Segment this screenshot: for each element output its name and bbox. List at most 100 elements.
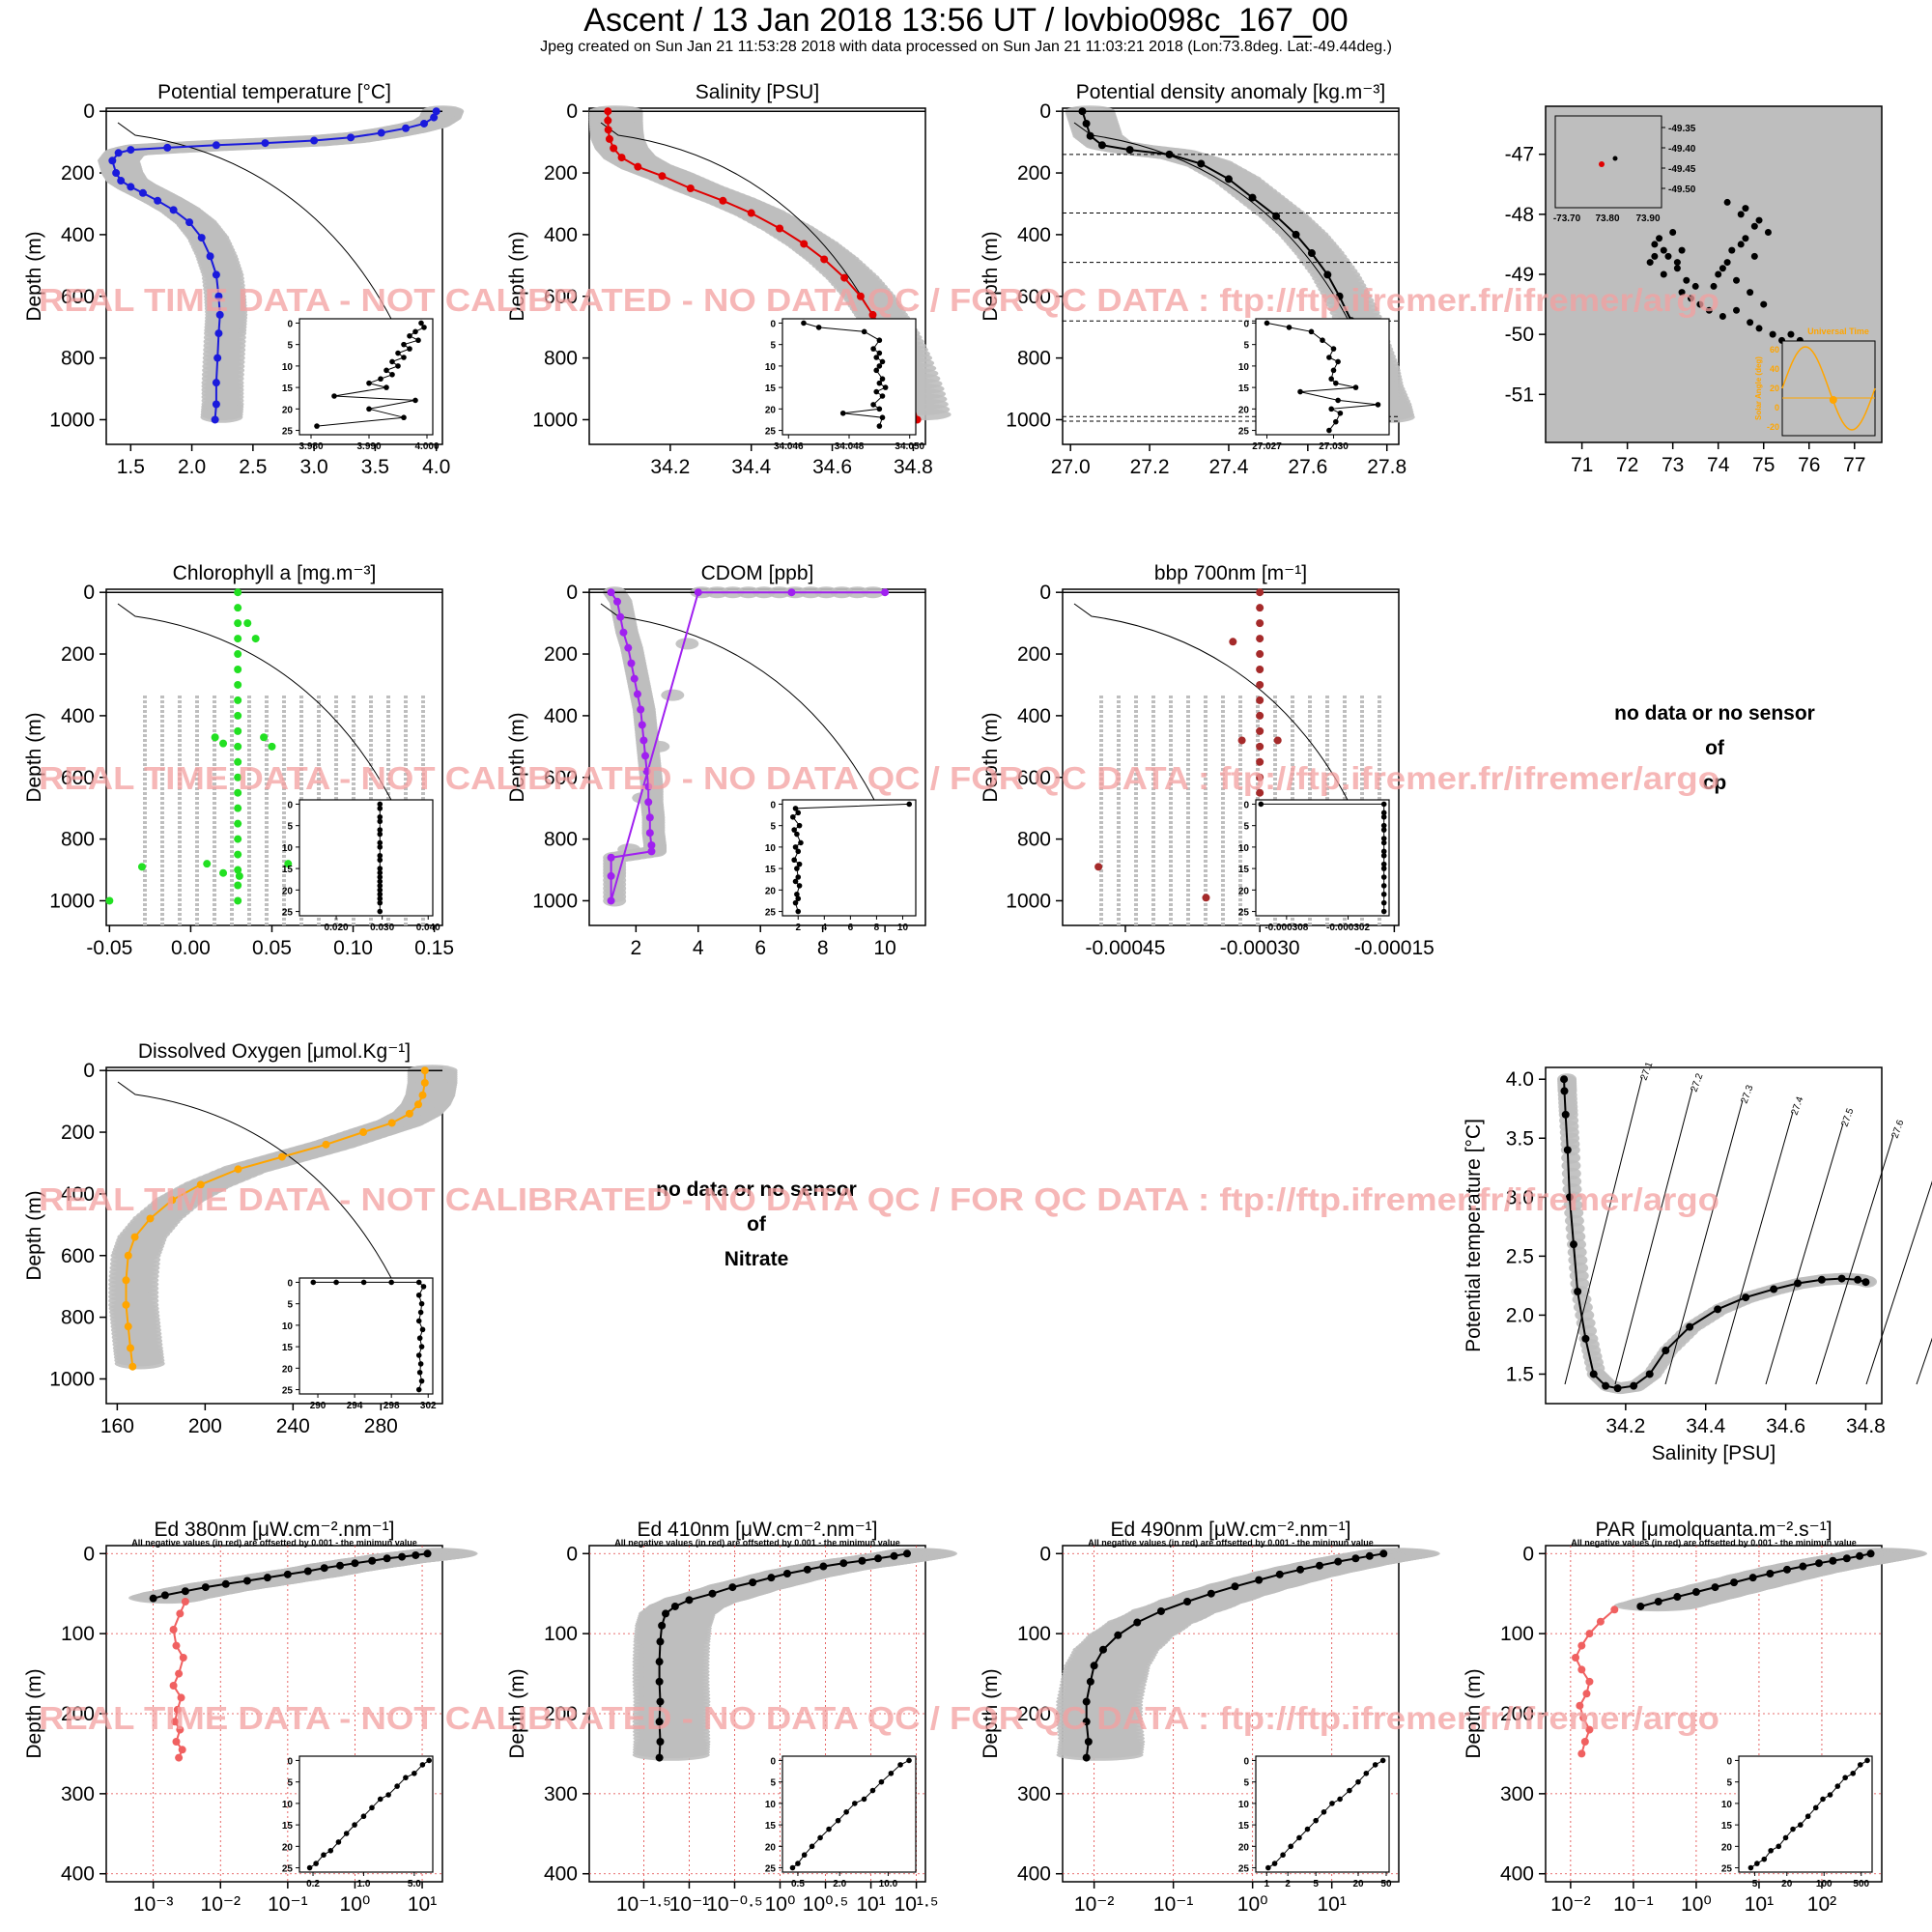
- inset-map-y-tick-label: -49.50: [1668, 185, 1696, 195]
- y-tick-label: 200: [61, 162, 95, 185]
- x-tick-label: 34.8: [1846, 1415, 1886, 1437]
- climatology-blob: [617, 843, 641, 856]
- data-point: [1248, 193, 1257, 202]
- inset-point: [417, 1361, 424, 1367]
- data-point: [1579, 1714, 1588, 1722]
- inset-point: [795, 1861, 801, 1866]
- data-point: [1585, 1725, 1594, 1734]
- inset-y-tick-label: 25: [1238, 908, 1250, 919]
- inset-point: [1380, 836, 1387, 841]
- inset-point: [1355, 1778, 1361, 1785]
- inset-point: [412, 328, 418, 335]
- x-tick-label: 27.4: [1209, 456, 1249, 478]
- data-point: [655, 1658, 664, 1666]
- inset-point: [377, 908, 384, 915]
- x-tick-label: 0.10: [333, 937, 373, 959]
- data-point: [149, 1594, 157, 1603]
- data-point: [1711, 1583, 1719, 1592]
- inset-point: [795, 874, 802, 880]
- x-tick-label: 27.2: [1130, 456, 1170, 478]
- data-point: [656, 1697, 665, 1706]
- data-point: [212, 379, 220, 387]
- series-trajectory: [1646, 198, 1804, 344]
- data-point: [1082, 1718, 1091, 1726]
- inset-y-tick-label: 0: [770, 319, 776, 329]
- data-point: [1654, 1598, 1662, 1605]
- inset-point: [869, 1787, 876, 1794]
- inset-point: [1330, 346, 1337, 352]
- data-point: [749, 1578, 757, 1587]
- data-point: [637, 705, 645, 714]
- x-tick-label: 0.15: [414, 937, 454, 959]
- inset-frame: [298, 318, 434, 436]
- inset-point: [1827, 1792, 1833, 1798]
- inset-x-tick-label: 2.0: [833, 1879, 846, 1889]
- climatology-blob: [1056, 1748, 1144, 1761]
- data-point: [1379, 1549, 1388, 1558]
- inset-x-tick-label: 1.0: [356, 1879, 370, 1889]
- data-point: [176, 1609, 185, 1618]
- y-tick-label: 800: [61, 1307, 95, 1329]
- data-point: [1090, 1662, 1098, 1670]
- data-point: [1335, 292, 1344, 300]
- inset-point: [415, 1318, 422, 1324]
- inset-x-tick-label: 0.020: [325, 923, 349, 933]
- data-point: [658, 1621, 667, 1630]
- data-point: [234, 896, 242, 905]
- inset-y-tick-label: 10: [765, 1800, 777, 1810]
- series-profile: [149, 1549, 432, 1603]
- inset-surface-zoom: 0.5 2.0 10.0 0 5 10 15 20 25: [765, 1755, 917, 1889]
- y-tick-label: 800: [544, 829, 578, 851]
- y-tick-label: 400: [1017, 1863, 1051, 1886]
- inset-y-tick-label: 25: [282, 1386, 294, 1397]
- inset-y-tick-label: 15: [1238, 865, 1250, 875]
- float-position: [1750, 252, 1758, 260]
- inset-y-tick-label: 5: [287, 1778, 293, 1789]
- inset-point: [377, 801, 384, 808]
- inset-point: [792, 844, 799, 850]
- inset-y-tick-label: 15: [765, 865, 777, 875]
- inset-point: [1380, 852, 1387, 859]
- series-negative: [169, 1598, 189, 1762]
- data-point: [168, 1196, 177, 1205]
- data-point: [1570, 1240, 1577, 1249]
- y-tick-label: 800: [544, 348, 578, 370]
- y-tick-label: 800: [1017, 829, 1051, 851]
- data-point: [787, 588, 796, 597]
- data-point: [1256, 726, 1264, 735]
- isopycnal-line: [1815, 1134, 1894, 1385]
- inset-point: [418, 1300, 425, 1307]
- data-point: [1574, 1288, 1582, 1295]
- inset-y-tick-label: 20: [765, 1842, 777, 1853]
- y-tick-label: 300: [1500, 1783, 1534, 1805]
- y-tick-label: 200: [61, 1703, 95, 1725]
- inset-surface-zoom: 34.046 34.048 34.050 0 5 10 15 20 25: [765, 318, 924, 452]
- data-point: [234, 835, 242, 843]
- inset-x-tick-label: 10: [897, 923, 909, 933]
- data-point: [803, 1565, 811, 1574]
- float-position: [1760, 300, 1768, 308]
- data-point: [322, 1140, 330, 1149]
- data-point: [1165, 150, 1174, 158]
- inset-point: [876, 350, 883, 356]
- data-point: [1315, 1561, 1323, 1570]
- inset-point: [1380, 839, 1387, 846]
- data-point: [243, 619, 252, 628]
- float-position: [1755, 325, 1763, 332]
- y-tick-label: 600: [61, 286, 95, 308]
- data-point: [284, 860, 293, 868]
- data-point: [127, 146, 135, 155]
- inset-y-tick-label: 25: [765, 908, 777, 919]
- float-position: [1747, 289, 1754, 297]
- inset-y-tick-label: 20: [765, 886, 777, 896]
- x-tick-label: 10⁻²: [1074, 1893, 1114, 1916]
- inset-y-tick-label: 5: [770, 822, 776, 833]
- inset-point: [415, 1352, 422, 1358]
- float-position: [1678, 246, 1686, 254]
- inset-point: [1380, 861, 1387, 867]
- inset-y-tick-label: 20: [765, 405, 777, 415]
- isopycnal-line: [1916, 1337, 1932, 1385]
- inset-y-tick-label: 25: [765, 427, 777, 438]
- inset-point: [809, 1843, 815, 1850]
- data-point: [122, 1276, 130, 1285]
